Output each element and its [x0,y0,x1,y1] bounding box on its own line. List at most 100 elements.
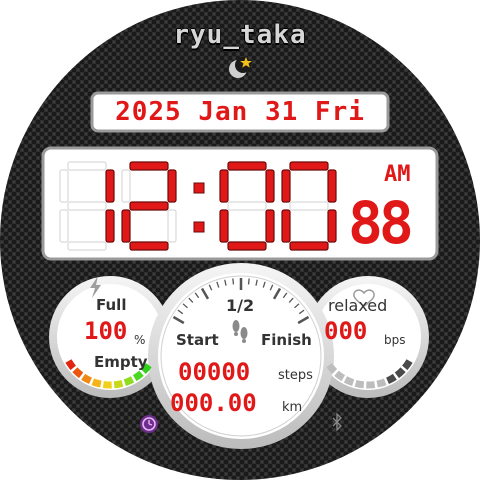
progress-tick [288,297,294,303]
progress-tick [224,279,227,286]
progress-tick [297,315,310,325]
digit-segment [67,161,107,171]
progress-tick [255,279,258,286]
heart-status-label: relaxed [328,296,388,315]
digit-segment [289,201,329,211]
heart-segment [343,376,355,386]
progress-tick [182,303,188,309]
progress-tick [262,281,266,288]
bluetooth-icon [332,412,342,432]
battery-segment [123,376,135,386]
battery-segment [72,367,84,379]
progress-tick [177,309,184,315]
digit-segment [129,201,169,211]
digit-segment [121,209,131,243]
lightning-icon [90,276,101,298]
heart-icon [353,289,375,307]
date-panel [90,91,390,133]
digit-segment [167,169,177,203]
progress-start-label: Start [176,331,219,349]
battery-value: 100 [84,317,128,345]
heart-segment [326,363,338,375]
digit-segment [105,209,115,243]
alarm-clock-icon[interactable] [140,415,158,433]
progress-tick [294,303,300,309]
ampm-indicator: AM [384,162,411,187]
digit-segment [227,201,267,211]
time-colon [193,182,205,233]
brand-name: ryu_taka [173,20,307,50]
footprints-icon [232,320,248,343]
battery-segment [65,359,76,371]
progress-tick [269,284,274,291]
digit-segment [227,161,267,171]
battery-level-arc [65,359,152,389]
date-display: 2025 Jan 31 Fri [115,97,365,127]
digit-segment [167,209,177,243]
battery-segment [113,379,124,389]
steps-gauge [148,263,334,449]
digit-segment [281,169,291,203]
digit-segment [121,169,131,203]
moon-star-icon [229,57,252,78]
digit-segment [129,161,169,171]
heart-segment [402,359,413,371]
digit-segment [327,209,337,243]
battery-unit: % [134,333,146,347]
battery-segment [91,378,102,388]
progress-tick [200,287,210,300]
progress-tick [282,292,288,299]
minute-ones-digit [281,161,337,251]
progress-tick [272,287,282,300]
hour-ones-digit [121,161,177,251]
progress-tick [298,309,305,315]
digit-segment [281,209,291,243]
progress-finish-label: Finish [261,331,312,349]
progress-tick [172,315,185,325]
digit-segment [327,169,337,203]
digit-segment [59,169,69,203]
minute-tens-digit [219,161,275,251]
progress-tick [247,278,250,285]
digit-segment [67,241,107,251]
time-panel [41,146,439,261]
seconds-display: 88 [348,189,414,257]
progress-ticks [172,278,310,325]
heart-segment [386,373,397,385]
digit-segment [227,241,267,251]
heart-rate-unit: bps [384,333,406,347]
digit-segment [265,169,275,203]
distance-value: 000.00 [170,389,257,417]
heart-segment [354,379,365,389]
distance-unit: km [282,400,303,415]
hour-tens-digit [59,161,115,251]
heart-segment [334,370,346,382]
heart-segment [394,367,406,379]
digit-segment [219,209,229,243]
heart-rate-arc [326,359,413,389]
progress-tick [208,284,213,291]
digit-segment [59,209,69,243]
heart-segment [376,378,387,388]
steps-unit: steps [278,368,313,383]
steps-value: 00000 [178,358,251,386]
battery-empty-label: Empty [94,353,148,371]
digit-segment [265,209,275,243]
digit-segment [105,169,115,203]
battery-segment [132,370,144,382]
progress-tick [188,297,194,303]
progress-tick [232,278,235,285]
digit-segment [219,169,229,203]
digit-segment [289,241,329,251]
digit-segment [129,241,169,251]
battery-segment [81,373,92,385]
digit-segment [289,161,329,171]
progress-label: 1/2 [226,296,255,315]
heart-rate-value: 000 [324,317,368,345]
battery-segment [140,363,152,375]
battery-full-label: Full [96,296,127,314]
digit-segment [67,201,107,211]
progress-tick [194,292,200,299]
progress-tick [216,281,220,288]
